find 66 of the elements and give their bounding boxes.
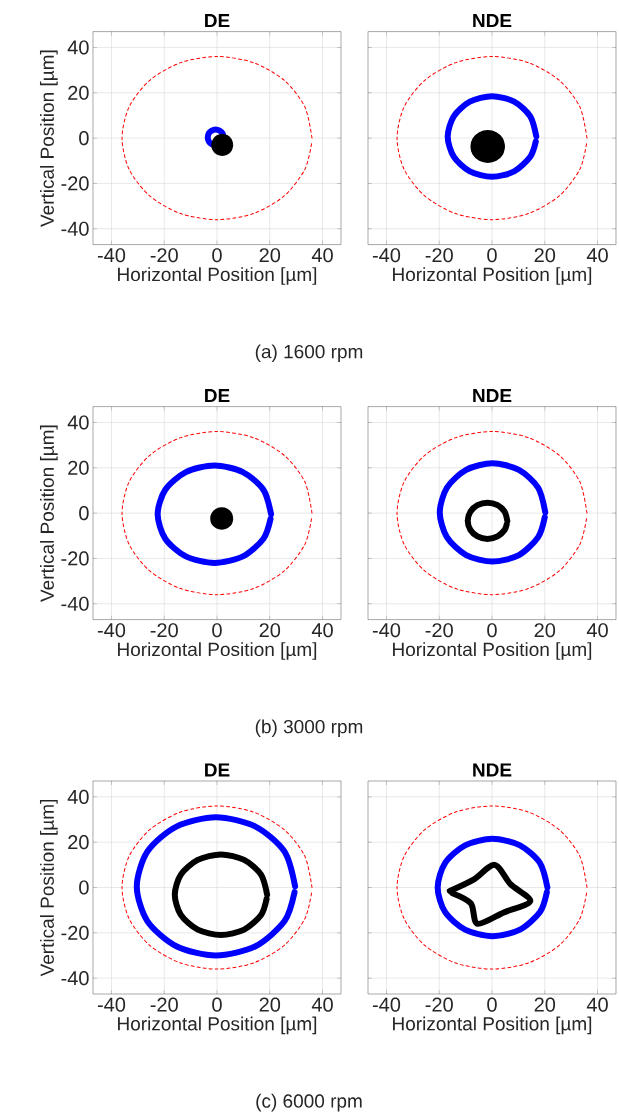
text: (a) 1600 rpm [255, 344, 363, 363]
x-tick-label: 40 [586, 623, 608, 638]
chart-title: DE [205, 389, 230, 403]
x-axis-title: Horizontal Position [µm] [393, 642, 592, 660]
x-tick-label: 0 [487, 248, 497, 263]
x-tick-label: 0 [487, 997, 497, 1012]
x-tick-label: -40 [97, 248, 126, 263]
chart-title: DE [205, 763, 230, 777]
y-tick-label: 20 [68, 85, 89, 100]
y-tick-label: -20 [61, 176, 89, 191]
x-tick-label: 0 [487, 623, 497, 638]
x-axis-title: Horizontal Position [µm] [393, 1016, 592, 1035]
y-tick-label: -20 [61, 925, 89, 940]
y-tick-label: 0 [79, 506, 89, 521]
x-tick-label: 40 [586, 997, 608, 1012]
x-tick-label: -20 [150, 997, 178, 1012]
y-tick-label: -40 [61, 971, 89, 986]
y-tick-label: -40 [61, 596, 89, 611]
chart-title: DE [205, 14, 230, 28]
y-axis-title: Vertical Position [µm] [39, 800, 58, 977]
y-tick-label: -20 [61, 551, 89, 566]
x-tick-label: 40 [311, 997, 333, 1012]
x-axis-title: Horizontal Position [µm] [393, 267, 592, 285]
x-tick-label: 0 [212, 997, 222, 1012]
y-tick-label: 0 [79, 131, 89, 146]
text: (b) 3000 rpm [255, 719, 363, 738]
x-tick-label: 0 [212, 623, 222, 638]
x-tick-label: 20 [534, 997, 556, 1012]
x-tick-label: 20 [259, 997, 281, 1012]
line-series [121, 431, 313, 596]
y-tick-label: 40 [67, 789, 89, 804]
x-tick-label: -20 [425, 248, 453, 263]
chart-title: NDE [473, 763, 512, 777]
x-tick-label: -40 [97, 623, 126, 638]
x-tick-label: 40 [586, 248, 608, 263]
x-tick-label: 0 [212, 248, 222, 263]
x-tick-label: 20 [534, 248, 556, 263]
chart-title: NDE [473, 14, 512, 28]
x-tick-label: -20 [150, 248, 178, 263]
y-tick-label: 20 [68, 460, 89, 475]
x-tick-label: 40 [311, 248, 333, 263]
y-tick-label: -40 [61, 221, 89, 236]
line-series [121, 805, 313, 970]
x-axis-title: Horizontal Position [µm] [118, 1016, 317, 1035]
x-tick-label: -20 [150, 623, 178, 638]
y-tick-label: 0 [79, 880, 89, 895]
x-tick-label: -20 [425, 997, 453, 1012]
text: (c) 6000 rpm [256, 1093, 362, 1112]
x-tick-label: -20 [425, 623, 453, 638]
x-tick-label: -40 [372, 248, 401, 263]
y-tick-label: 20 [68, 835, 89, 850]
x-tick-label: -40 [372, 623, 401, 638]
x-tick-label: -40 [97, 997, 126, 1012]
y-axis-title: Vertical Position [µm] [39, 50, 58, 227]
x-tick-label: 20 [534, 623, 556, 638]
y-axis-title: Vertical Position [µm] [39, 425, 58, 602]
x-tick-label: 20 [259, 623, 281, 638]
x-axis-title: Horizontal Position [µm] [118, 267, 317, 285]
x-tick-label: -40 [372, 997, 401, 1012]
y-tick-label: 40 [67, 40, 89, 55]
x-tick-label: 20 [259, 248, 281, 263]
x-tick-label: 40 [311, 623, 333, 638]
y-tick-label: 40 [67, 415, 89, 430]
chart-title: NDE [473, 389, 512, 403]
line-series [121, 56, 313, 221]
x-axis-title: Horizontal Position [µm] [118, 642, 317, 660]
